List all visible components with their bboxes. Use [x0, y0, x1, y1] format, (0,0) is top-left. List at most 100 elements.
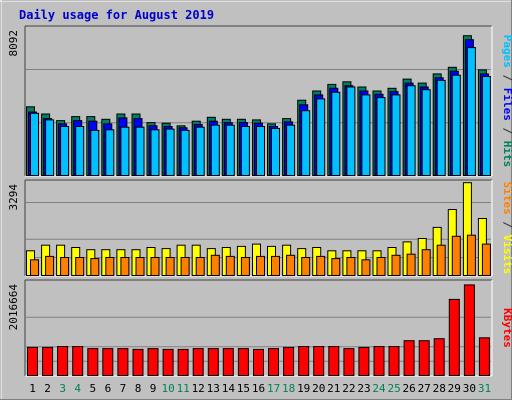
axis-label-part: / [501, 215, 512, 235]
bar-pages [90, 129, 100, 176]
x-tick-label: 28 [433, 382, 446, 395]
bar-pages [105, 129, 115, 177]
axis-label-part: / [501, 121, 512, 141]
bar-kbytes [373, 346, 385, 376]
bar-pages [436, 79, 446, 176]
bar-kbytes [433, 338, 445, 377]
x-tick-label: 9 [150, 382, 157, 395]
bar-pages [256, 126, 265, 176]
bar-kbytes [237, 348, 249, 377]
bar-sites [436, 244, 446, 276]
x-tick-label: 10 [161, 382, 174, 395]
bar-kbytes [328, 346, 340, 376]
bar-kbytes [162, 348, 174, 376]
bar-kbytes [478, 337, 490, 376]
axis-label-part: KBytes [501, 308, 512, 348]
bar-pages [60, 126, 70, 176]
axis-label-visits: Sites / Visits [501, 182, 512, 275]
x-tick-label: 15 [237, 382, 250, 395]
bar-pages [225, 124, 235, 176]
axis-label-kbytes: KBytes [501, 308, 512, 348]
bar-kbytes [177, 348, 189, 376]
bar-pages [421, 89, 431, 176]
y-tick-label-hits: 8092 [7, 30, 20, 57]
bar-kbytes [298, 346, 310, 376]
panel-visits: 3294 Sites / Visits [7, 179, 512, 277]
bar-kbytes [343, 348, 355, 377]
axis-label-part: Pages [501, 35, 512, 68]
x-tick-label: 19 [297, 382, 310, 395]
axis-label-part: Visits [501, 235, 512, 275]
bar-pages [361, 94, 371, 176]
panel-hits: 8092 Pages / Files / Hits [7, 25, 512, 177]
x-tick-label: 22 [342, 382, 355, 395]
axis-label-part: Files [501, 88, 512, 121]
bar-sites [45, 255, 55, 276]
bar-sites [286, 254, 296, 277]
bar-sites [406, 253, 416, 276]
bar-sites [195, 257, 205, 276]
chart-title: Daily usage for August 2019 [19, 8, 214, 22]
bar-kbytes [207, 348, 219, 377]
bar-pages [271, 128, 280, 176]
bar-pages [376, 97, 386, 176]
bar-pages [466, 47, 476, 176]
x-tick-label: 21 [327, 382, 340, 395]
bar-kbytes [117, 348, 129, 377]
bar-sites [210, 254, 220, 277]
bar-pages [30, 112, 39, 177]
bar-sites [466, 234, 476, 276]
bar-kbytes [192, 348, 204, 377]
bar-sites [301, 257, 311, 276]
bar-kbytes [388, 346, 400, 376]
bar-sites [376, 257, 386, 276]
bar-sites [391, 254, 401, 277]
x-tick-label: 8 [135, 382, 142, 395]
x-tick-label: 13 [207, 382, 220, 395]
bar-sites [256, 255, 265, 276]
bar-sites [481, 243, 491, 277]
x-tick-label: 27 [418, 382, 431, 395]
bar-pages [240, 126, 250, 176]
bar-kbytes [268, 348, 279, 377]
x-tick-label: 6 [105, 382, 112, 395]
bar-pages [180, 129, 190, 176]
y-tick-label-visits: 3294 [7, 184, 20, 211]
panel-kbytes: 2016664 KBytes [7, 279, 512, 377]
x-tick-label: 17 [267, 382, 280, 395]
bar-sites [120, 257, 130, 276]
bar-kbytes [313, 346, 325, 376]
x-tick-label: 16 [252, 382, 265, 395]
bar-pages [150, 129, 160, 177]
bar-sites [75, 257, 85, 276]
bar-kbytes [358, 346, 370, 376]
bar-pages [210, 124, 220, 176]
bar-kbytes [418, 340, 430, 377]
x-tick-label: 3 [59, 382, 66, 395]
bar-pages [331, 91, 341, 176]
x-tick-label: 1 [29, 382, 36, 395]
bar-sites [316, 255, 326, 276]
x-tick-label: 18 [282, 382, 295, 395]
bar-kbytes [102, 348, 114, 377]
bar-kbytes [448, 298, 460, 376]
x-tick-label: 7 [120, 382, 127, 395]
bar-sites [90, 258, 100, 277]
axis-label-part: Sites [501, 182, 512, 215]
bar-pages [195, 126, 205, 176]
bar-kbytes [27, 346, 38, 376]
bar-kbytes [72, 346, 84, 376]
x-tick-label: 12 [192, 382, 205, 395]
bar-kbytes [132, 348, 144, 376]
bar-kbytes [87, 348, 99, 377]
bar-kbytes [253, 348, 264, 376]
x-tick-label: 11 [177, 382, 190, 395]
bar-sites [105, 257, 115, 276]
x-tick-label: 30 [463, 382, 476, 395]
x-tick-label: 2 [44, 382, 51, 395]
bar-pages [45, 119, 55, 176]
bar-sites [451, 235, 461, 277]
bar-sites [165, 257, 175, 276]
x-axis-tick-labels: 1 2 3 4 5 6 7 8 9 10 11 12 13 14 15 16 17 18 19 20 21 22 23 24 2… [29, 382, 491, 395]
